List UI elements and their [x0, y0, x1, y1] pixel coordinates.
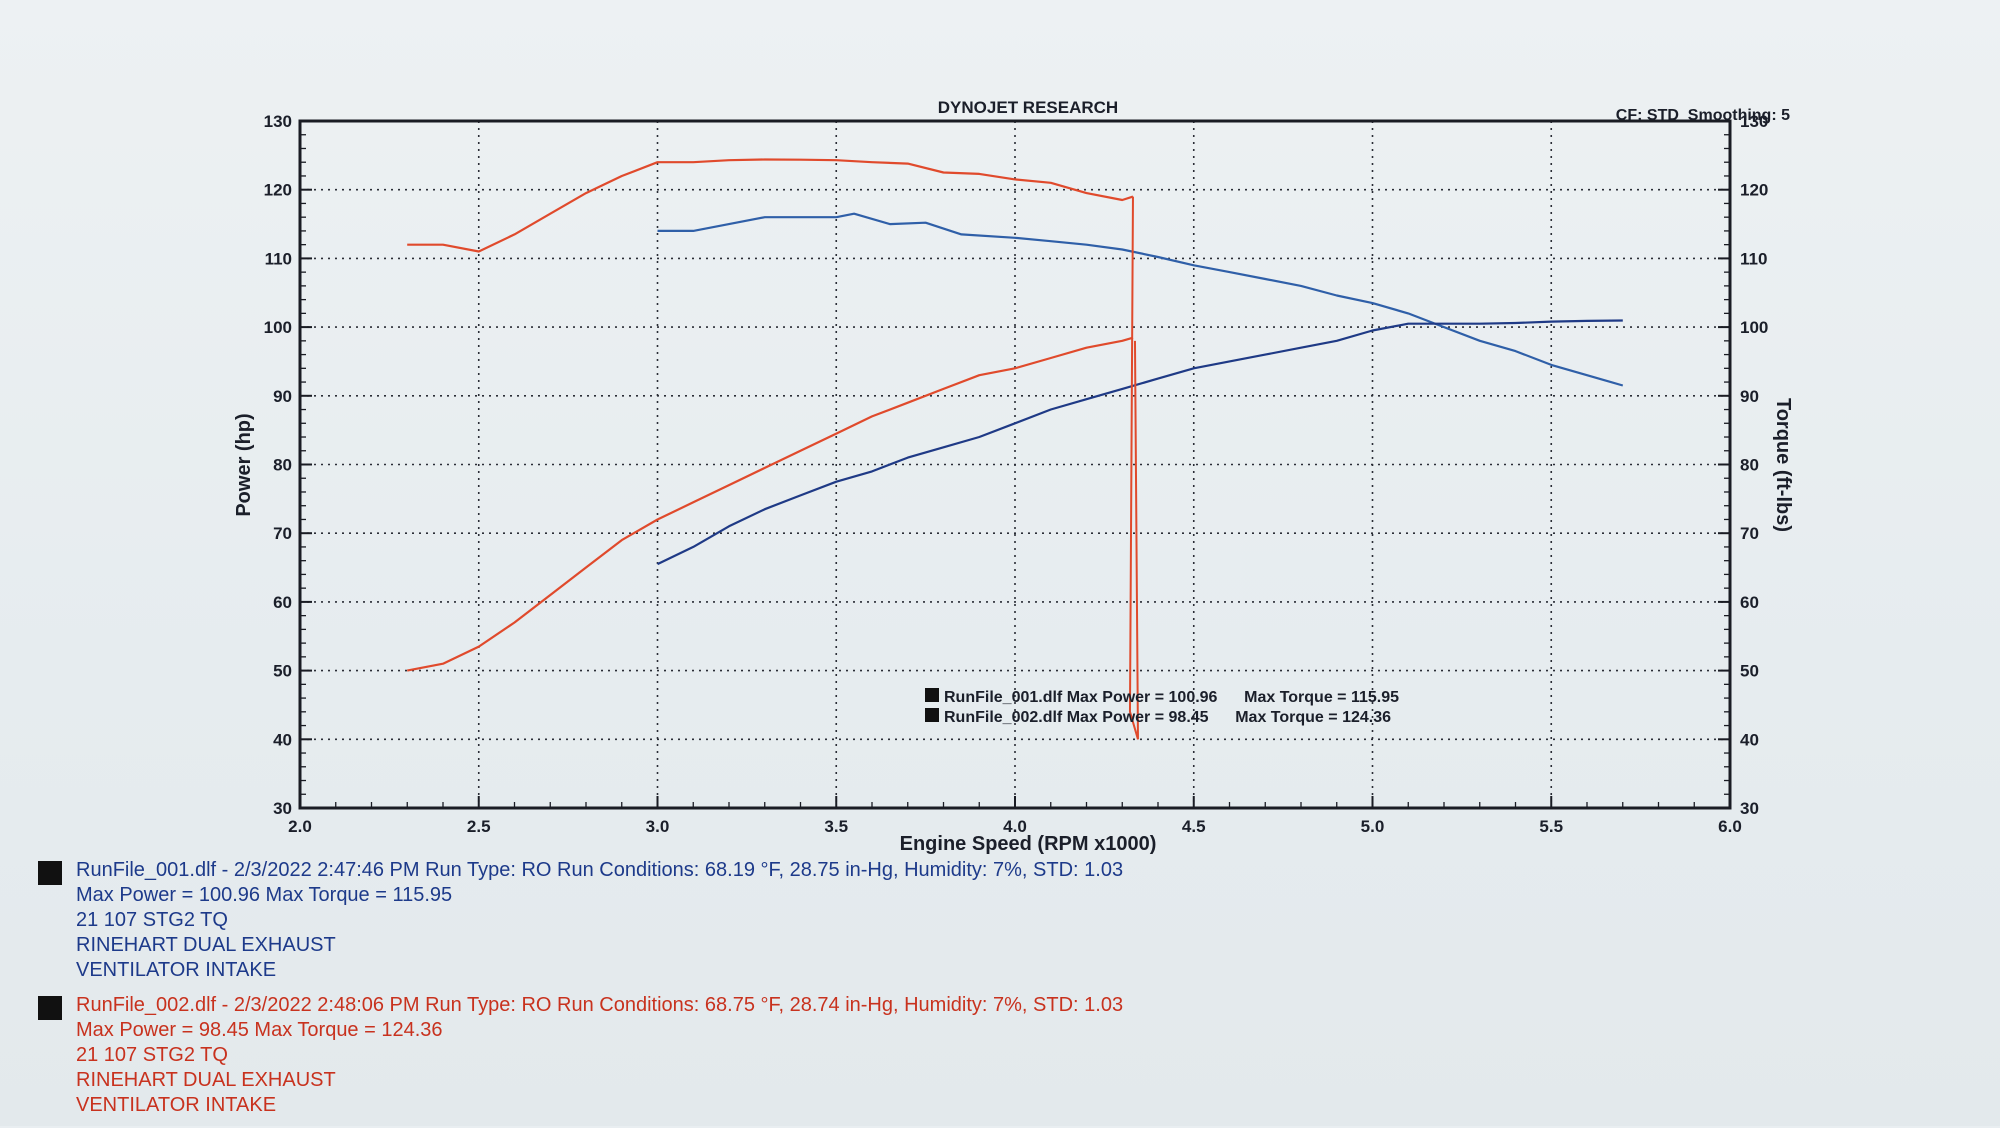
torque-tick-label: 50 [1740, 662, 1759, 681]
run2-note-3: VENTILATOR INTAKE [76, 1094, 277, 1116]
legend-marker-run2 [925, 708, 939, 722]
torque-tick-label: 130 [1740, 112, 1768, 131]
run1-note-2: RINEHART DUAL EXHAUST [76, 934, 336, 956]
series-runfile_001-power-line [657, 319, 1623, 566]
legend-marker-run1 [925, 688, 939, 702]
run2-marker [38, 996, 62, 1020]
correction-info: CF: STD Smoothing: 5 [1616, 107, 1790, 124]
left-axis-label: Power (hp) [233, 413, 255, 516]
x-tick-label: 5.0 [1361, 817, 1385, 836]
grid-layer [300, 121, 1730, 808]
run1-notes: RunFile_001.dlf - 2/3/2022 2:47:46 PM Ru… [38, 858, 1938, 983]
x-tick-label: 4.5 [1182, 817, 1206, 836]
torque-tick-label: 30 [1740, 799, 1759, 818]
torque-tick-label: 120 [1740, 181, 1768, 200]
right-axis-label: Torque (ft-lbs) [1772, 398, 1794, 532]
run2-header: RunFile_002.dlf - 2/3/2022 2:48:06 PM Ru… [76, 994, 1124, 1016]
run1-note-3: VENTILATOR INTAKE [76, 959, 277, 981]
run1-note-1: 21 107 STG2 TQ [76, 909, 228, 931]
x-tick-label: 6.0 [1718, 817, 1742, 836]
x-axis-label: Engine Speed (RPM x1000) [900, 833, 1157, 855]
run1-max-values: Max Power = 100.96 Max Torque = 115.95 [76, 884, 453, 906]
run-notes: RunFile_001.dlf - 2/3/2022 2:47:46 PM Ru… [38, 858, 1938, 1128]
power-tick-label: 30 [273, 799, 292, 818]
legend-entry-run1: RunFile_001.dlf Max Power = 100.96 Max T… [944, 689, 1399, 706]
rpm-tick-labels: 2.0 2.5 3.0 3.5 4.0 4.5 5.0 5.5 6.0 [288, 817, 1742, 836]
torque-tick-labels: 30 40 50 60 70 80 90 100 110 120 130 [1740, 112, 1768, 818]
series-layer [406, 158, 1624, 740]
series-runfile_001-torque-line [657, 212, 1624, 387]
torque-tick-label: 60 [1740, 593, 1759, 612]
power-tick-label: 70 [273, 524, 292, 543]
x-tick-label: 2.0 [288, 817, 312, 836]
power-tick-label: 100 [264, 318, 292, 337]
run2-notes: RunFile_002.dlf - 2/3/2022 2:48:06 PM Ru… [38, 993, 1938, 1118]
legend-entry-run2: RunFile_002.dlf Max Power = 98.45 Max To… [944, 709, 1391, 726]
power-tick-label: 50 [273, 662, 292, 681]
torque-tick-label: 110 [1740, 249, 1767, 268]
run2-note-1: 21 107 STG2 TQ [76, 1044, 228, 1066]
power-tick-label: 110 [265, 249, 292, 268]
series-runfile_002-power-line [406, 336, 1134, 672]
power-tick-label: 60 [273, 593, 292, 612]
torque-tick-label: 80 [1740, 456, 1759, 475]
power-tick-label: 80 [273, 456, 292, 475]
power-tick-label: 90 [273, 387, 292, 406]
torque-tick-label: 40 [1740, 730, 1759, 749]
run2-note-2: RINEHART DUAL EXHAUST [76, 1069, 336, 1091]
run1-header: RunFile_001.dlf - 2/3/2022 2:47:46 PM Ru… [76, 859, 1124, 881]
x-tick-label: 3.0 [646, 817, 670, 836]
series-runfile_002-torque-line [407, 158, 1134, 253]
x-tick-label: 5.5 [1539, 817, 1563, 836]
torque-tick-label: 70 [1740, 524, 1759, 543]
run1-marker [38, 861, 62, 885]
torque-tick-label: 100 [1740, 318, 1768, 337]
ticks-layer [299, 120, 1731, 809]
x-tick-label: 4.0 [1003, 817, 1027, 836]
power-tick-label: 40 [273, 730, 292, 749]
run2-max-values: Max Power = 98.45 Max Torque = 124.36 [76, 1019, 443, 1041]
x-tick-label: 2.5 [467, 817, 491, 836]
chart-title: DYNOJET RESEARCH [938, 98, 1118, 117]
run2-cutoff-trace [1128, 196, 1139, 740]
power-tick-label: 130 [264, 112, 292, 131]
x-tick-label: 3.5 [824, 817, 848, 836]
power-tick-label: 120 [264, 181, 292, 200]
power-tick-labels: 30 40 50 60 70 80 90 100 110 120 130 [264, 112, 292, 818]
torque-tick-label: 90 [1740, 387, 1759, 406]
